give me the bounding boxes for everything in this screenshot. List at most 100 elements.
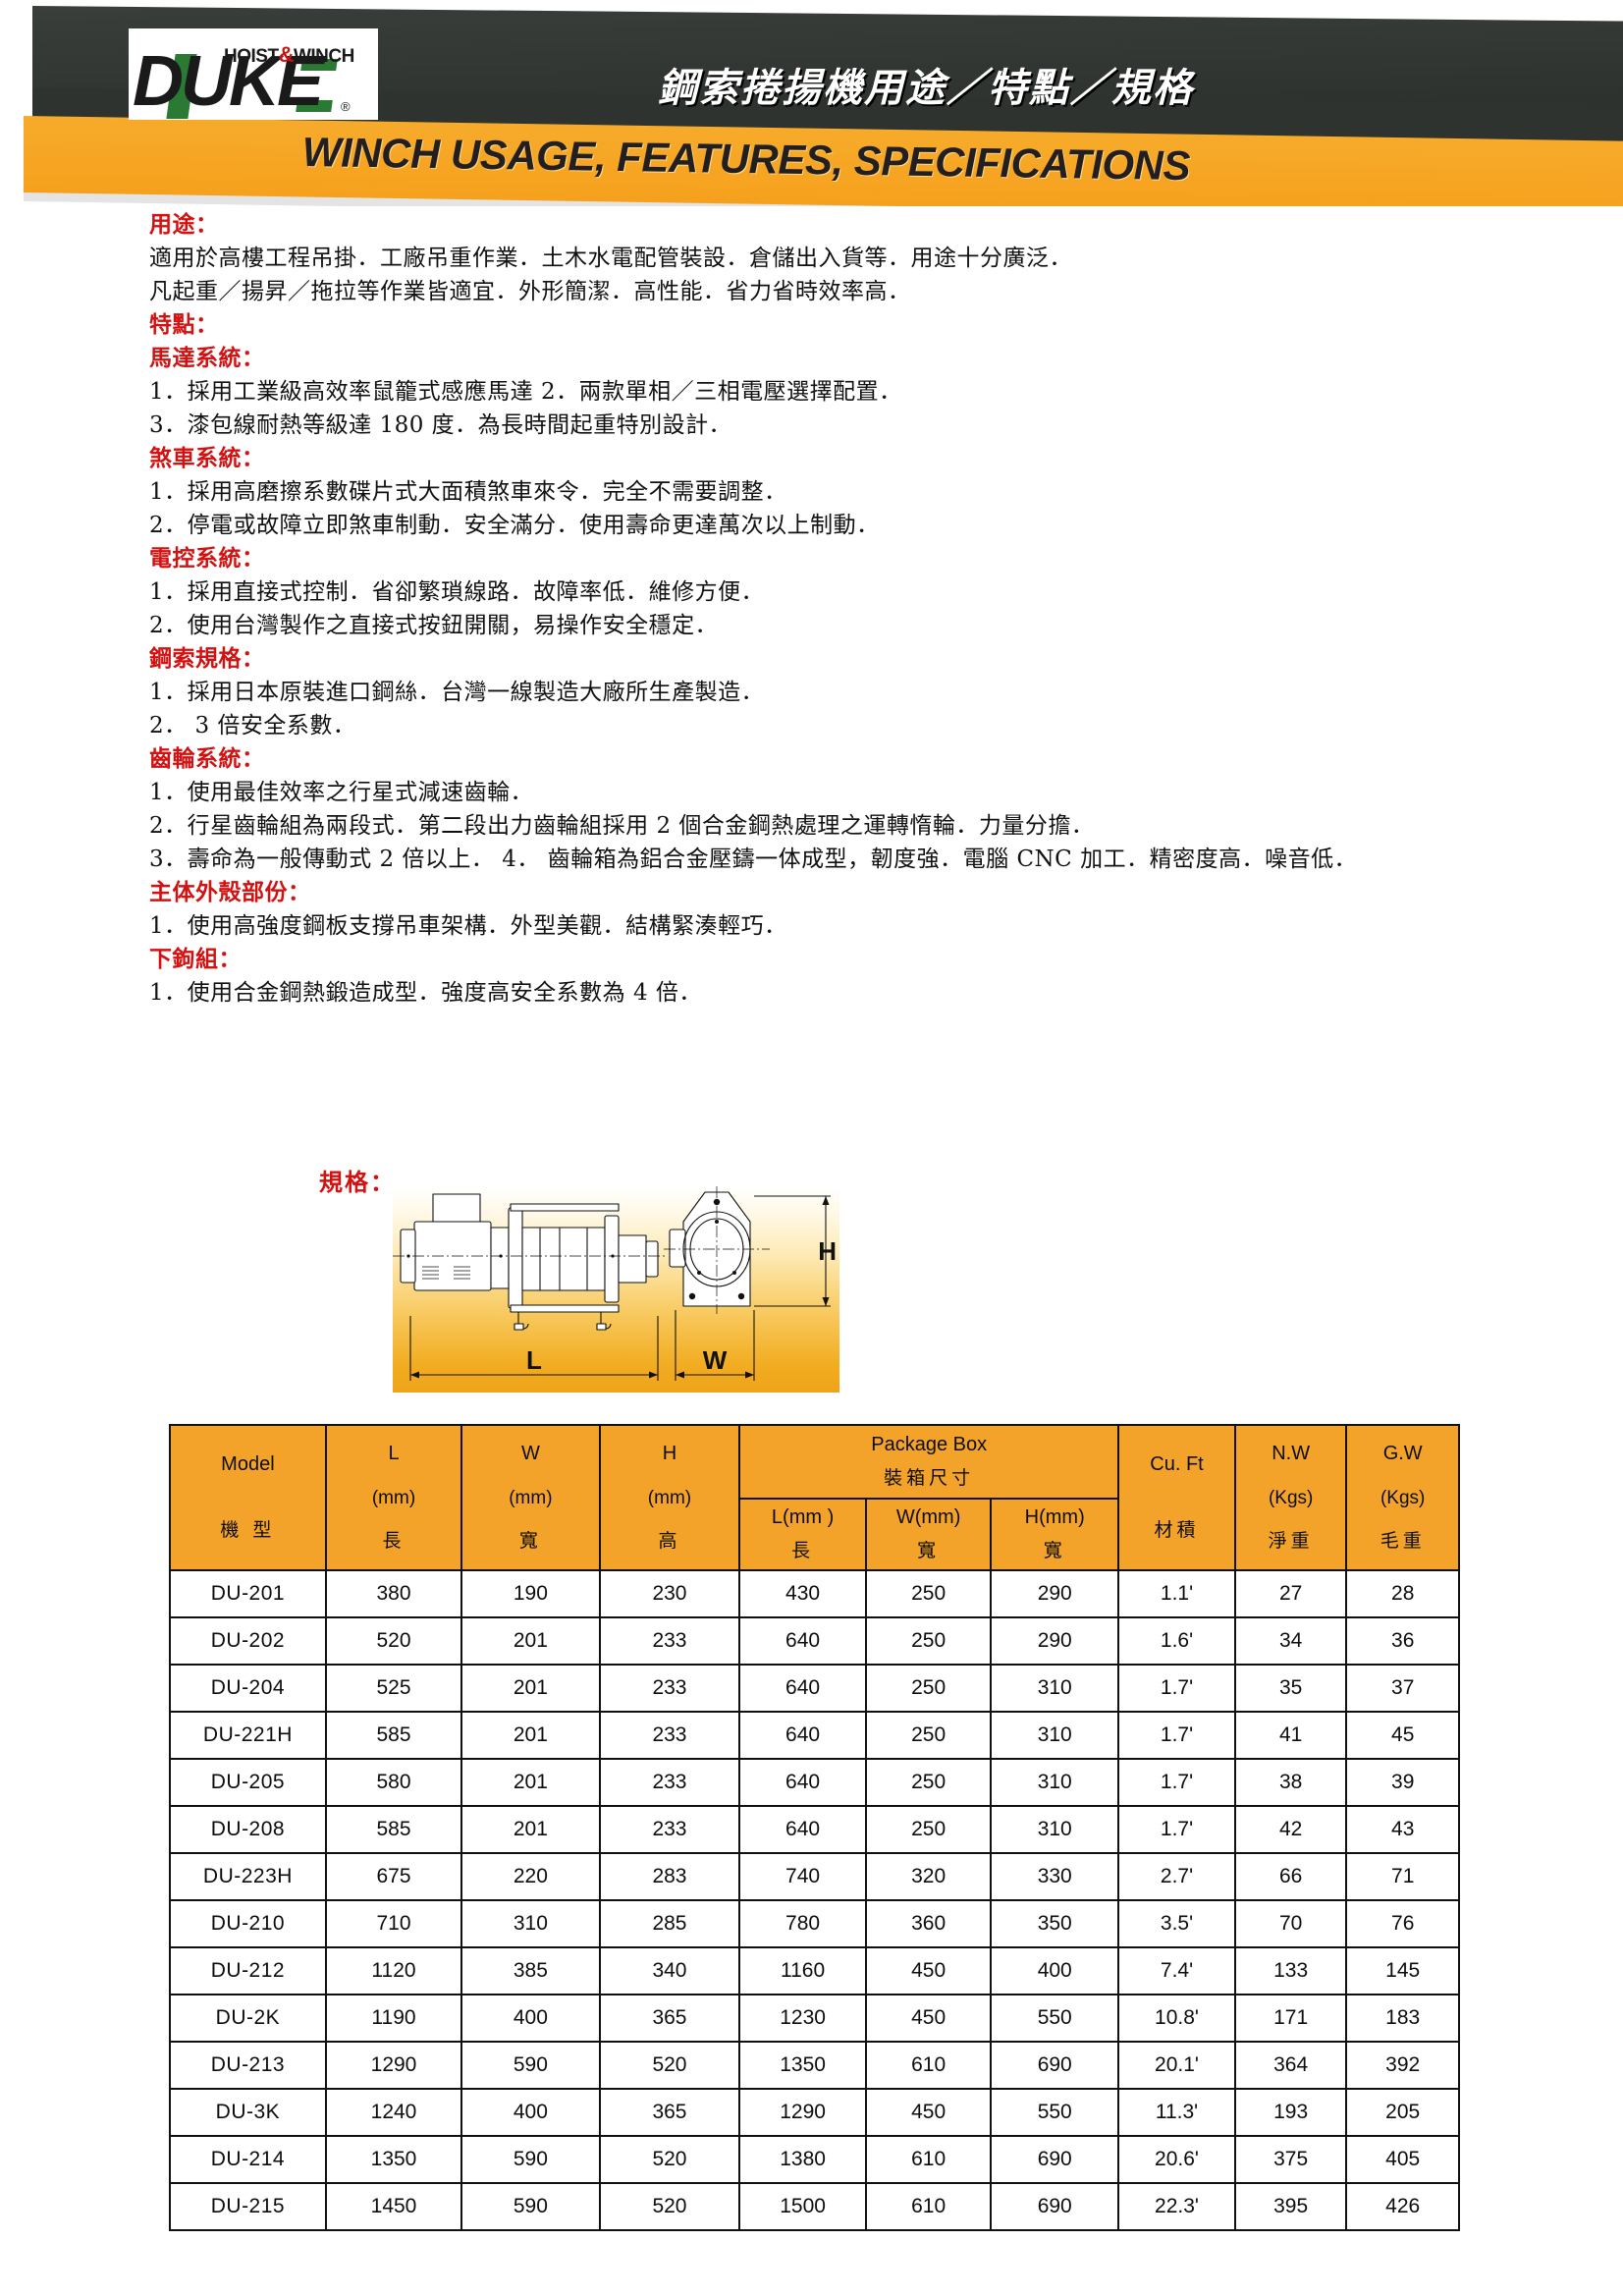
feature-section-heading: 齒輪系統： [149,745,265,772]
feature-text-line: 2．使用台灣製作之直接式按鈕開關，易操作安全穩定． [149,613,719,638]
feature-text-line: 2． 3 倍安全系數． [149,713,356,738]
th-width-unit: (mm) [509,1487,553,1508]
feature-section-heading: 用途： [149,211,219,238]
th-package-height-cn: 寬 [1043,1539,1066,1561]
specification-illustration-area: 規格： [0,1139,1623,1409]
th-package-height: H(mm) 寬 [990,1498,1120,1571]
cell-gross-weight: 205 [1345,2088,1460,2137]
cell-height: 233 [598,1758,741,1807]
cell-model: DU-213 [169,2041,327,2090]
cell-package-height: 690 [990,2182,1120,2231]
cell-width: 201 [460,1711,601,1760]
cell-package-width: 610 [864,2135,993,2184]
dimension-label-l: L [526,1345,542,1375]
cell-package-length: 780 [738,1899,867,1948]
cell-length: 525 [324,1664,463,1713]
cell-package-length: 640 [738,1711,867,1760]
th-net-weight: N.W (Kgs) 淨重 [1233,1424,1348,1571]
cell-net-weight: 395 [1233,2182,1348,2231]
cell-length: 1350 [324,2135,463,2184]
cell-gross-weight: 183 [1345,1994,1460,2043]
th-cubic-feet: Cu. Ft 材積 [1117,1424,1236,1571]
cell-height: 233 [598,1711,741,1760]
cell-cubic-feet: 20.1' [1117,2041,1236,2090]
cell-gross-weight: 37 [1345,1664,1460,1713]
cell-package-width: 610 [864,2182,993,2231]
th-cubic-feet-cn: 材積 [1154,1518,1200,1541]
dimension-label-h: H [818,1236,837,1266]
feature-text-line: 1．採用直接式控制．省卻繁瑣線路．故障率低．維修方便． [149,579,765,605]
cell-model: DU-2K [169,1994,327,2043]
cell-model: DU-215 [169,2182,327,2231]
cell-net-weight: 70 [1233,1899,1348,1948]
th-gross-weight-cn: 毛重 [1380,1529,1426,1552]
cell-package-length: 430 [738,1569,867,1618]
cell-package-length: 640 [738,1616,867,1666]
cell-width: 190 [460,1569,601,1618]
cell-length: 1120 [324,1946,463,1995]
cell-package-width: 250 [864,1805,993,1854]
cell-package-height: 400 [990,1946,1120,1995]
th-gross-weight-en: G.W [1382,1443,1423,1465]
cell-net-weight: 38 [1233,1758,1348,1807]
cell-package-height: 290 [990,1616,1120,1666]
cell-net-weight: 41 [1233,1711,1348,1760]
cell-height: 365 [598,1994,741,2043]
th-package-length-en: L(mm ) [771,1506,835,1529]
logo-registered-mark: ® [341,99,351,114]
cell-width: 201 [460,1616,601,1666]
cell-package-width: 450 [864,1994,993,2043]
cell-net-weight: 171 [1233,1994,1348,2043]
cell-height: 233 [598,1805,741,1854]
cell-length: 1450 [324,2182,463,2231]
cell-package-height: 330 [990,1852,1120,1901]
spec-label: 規格： [319,1168,396,1196]
feature-text-line: 1．使用合金鋼熱鍛造成型．強度高安全系數為 4 倍． [149,980,702,1006]
th-package-height-en: H(mm) [1024,1506,1085,1529]
cell-package-height: 310 [990,1664,1120,1713]
th-package-length: L(mm ) 長 [738,1498,867,1571]
cell-package-width: 320 [864,1852,993,1901]
feature-section-heading: 特點： [149,311,219,338]
cell-height: 520 [598,2135,741,2184]
th-width: W (mm) 寬 [460,1424,601,1571]
table-row: DU-213 1290 590 520 1350 610 690 20.1' 364 392 [169,2041,1460,2090]
table-row: DU-208 585 201 233 640 250 310 1.7' 42 43 [169,1805,1460,1854]
cell-model: DU-201 [169,1569,327,1618]
th-height-unit: (mm) [647,1487,692,1508]
cell-package-width: 360 [864,1899,993,1948]
th-length-en: L [388,1443,400,1465]
cell-width: 310 [460,1899,601,1948]
cell-cubic-feet: 1.1' [1117,1569,1236,1618]
th-package-box-cn: 裝箱尺寸 [884,1467,975,1490]
cell-gross-weight: 71 [1345,1852,1460,1901]
cell-gross-weight: 392 [1345,2041,1460,2090]
th-length-unit: (mm) [371,1487,416,1508]
logo-ampersand: & [278,42,295,67]
specification-table-wrapper: Model 機 型 L (mm) 長 W (mm) 寬 [169,1424,1460,2231]
th-model-en: Model [221,1453,275,1476]
cell-cubic-feet: 2.7' [1117,1852,1236,1901]
cell-gross-weight: 426 [1345,2182,1460,2231]
cell-cubic-feet: 10.8' [1117,1994,1236,2043]
cell-package-height: 310 [990,1758,1120,1807]
cell-gross-weight: 45 [1345,1711,1460,1760]
th-height: H (mm) 高 [598,1424,741,1571]
feature-section-heading: 煞車系統： [149,445,265,471]
cell-length: 585 [324,1805,463,1854]
cell-gross-weight: 39 [1345,1758,1460,1807]
th-net-weight-en: N.W [1271,1443,1311,1465]
feature-text-line: 3．漆包線耐熱等級達 180 度．為長時間起重特別設計． [149,412,732,438]
logo-tagline: HOIST&WINCH [224,42,354,67]
cell-package-length: 1230 [738,1994,867,2043]
specification-table: Model 機 型 L (mm) 長 W (mm) 寬 [169,1424,1460,2231]
cell-length: 580 [324,1758,463,1807]
cell-package-length: 1160 [738,1946,867,1995]
cell-length: 710 [324,1899,463,1948]
duke-logo: DUKE HOIST&WINCH ® [129,28,378,120]
feature-section-heading: 馬達系統： [149,345,265,371]
feature-text-line: 1．採用高磨擦系數碟片式大面積煞車來令．完全不需要調整． [149,479,787,505]
winch-diagram: L W H [393,1186,839,1393]
cell-width: 400 [460,1994,601,2043]
cell-height: 233 [598,1664,741,1713]
